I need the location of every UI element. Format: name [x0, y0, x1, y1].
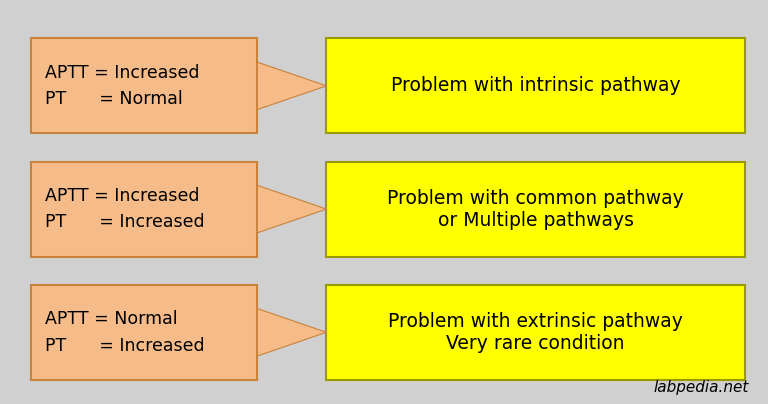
Polygon shape [257, 185, 326, 233]
Text: PT      = Increased: PT = Increased [45, 213, 204, 231]
Text: PT      = Increased: PT = Increased [45, 337, 204, 355]
Polygon shape [257, 62, 326, 109]
Text: labpedia.net: labpedia.net [654, 380, 749, 395]
Text: APTT = Increased: APTT = Increased [45, 63, 199, 82]
Text: APTT = Normal: APTT = Normal [45, 310, 177, 328]
FancyBboxPatch shape [326, 162, 745, 257]
FancyBboxPatch shape [326, 38, 745, 133]
Text: APTT = Increased: APTT = Increased [45, 187, 199, 205]
Text: Problem with intrinsic pathway: Problem with intrinsic pathway [391, 76, 680, 95]
Polygon shape [257, 309, 326, 356]
Text: Problem with common pathway
or Multiple pathways: Problem with common pathway or Multiple … [387, 189, 684, 229]
FancyBboxPatch shape [326, 285, 745, 380]
Text: PT      = Normal: PT = Normal [45, 90, 182, 108]
FancyBboxPatch shape [31, 285, 257, 380]
FancyBboxPatch shape [31, 162, 257, 257]
Text: Problem with extrinsic pathway
Very rare condition: Problem with extrinsic pathway Very rare… [389, 312, 683, 353]
FancyBboxPatch shape [31, 38, 257, 133]
